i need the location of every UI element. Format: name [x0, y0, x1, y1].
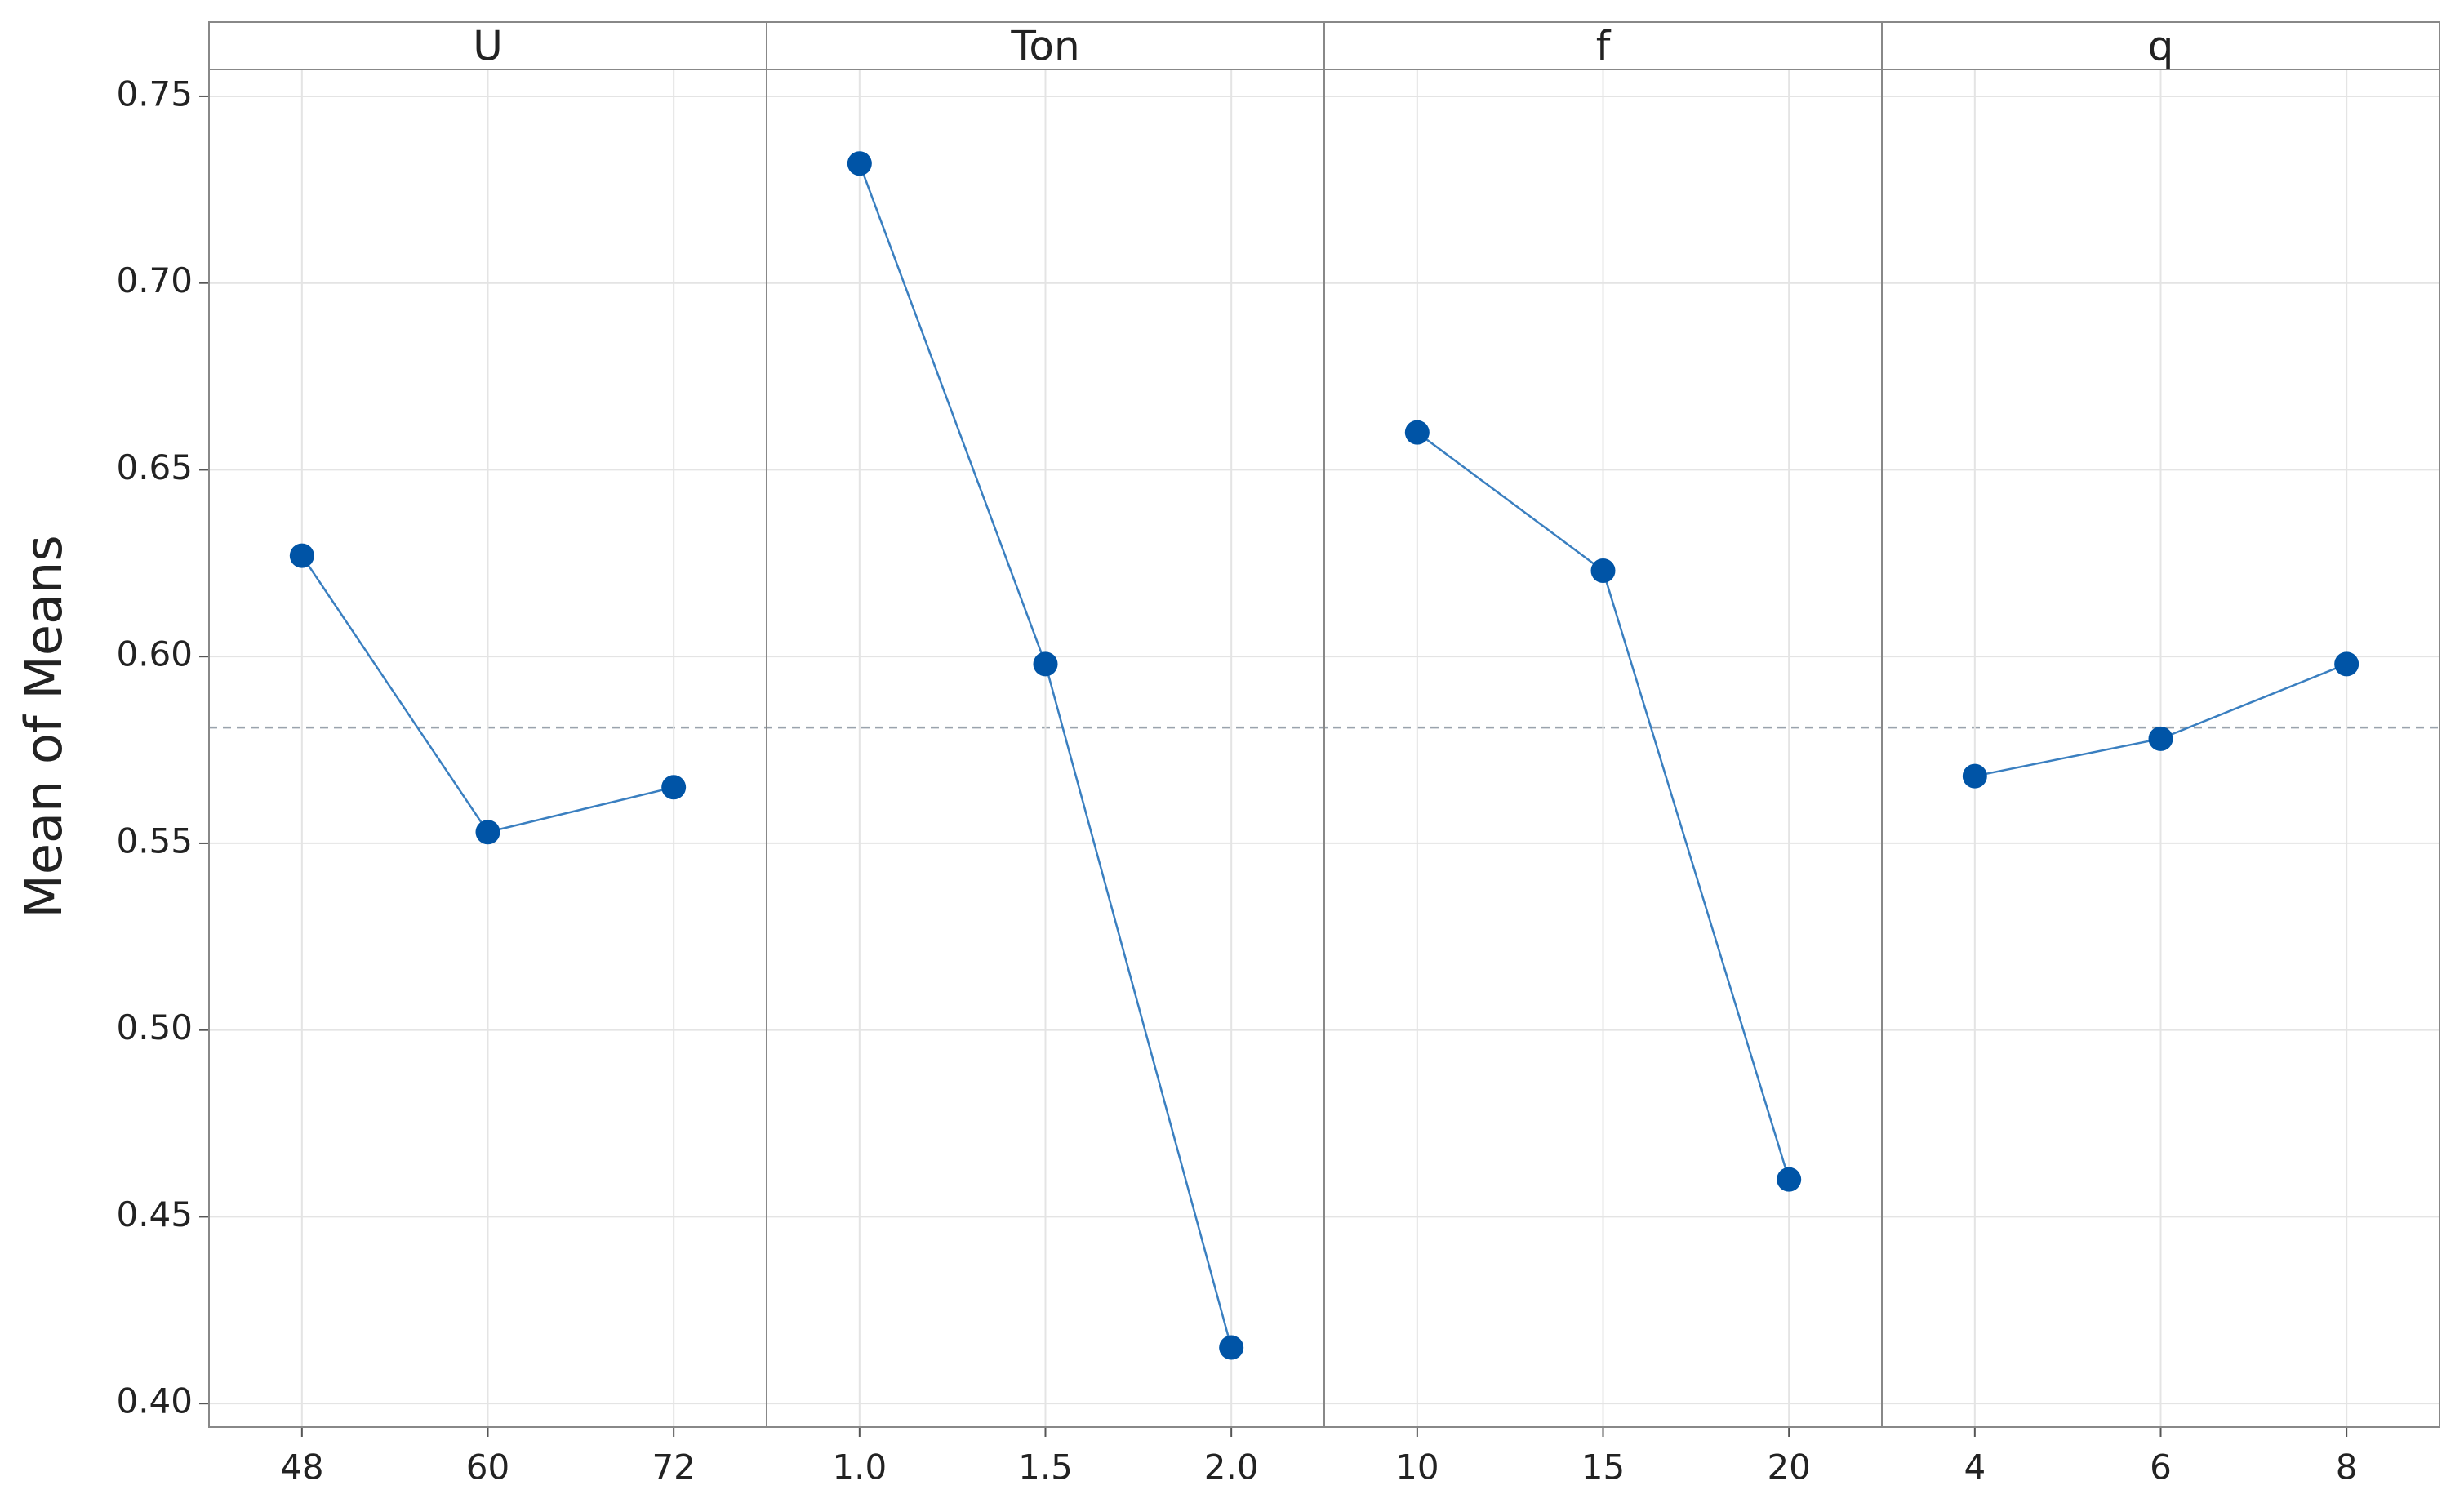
point	[2334, 651, 2359, 677]
y-tick-label: 0.75	[116, 73, 193, 113]
point	[2148, 726, 2173, 751]
x-tick-label: 8	[2336, 1448, 2358, 1488]
x-tick-label: 1.0	[832, 1448, 887, 1488]
x-tick-label: 48	[280, 1448, 323, 1488]
y-tick-label: 0.70	[116, 260, 193, 300]
point	[1590, 558, 1616, 583]
x-tick-label: 10	[1395, 1448, 1439, 1488]
x-tick-label: 6	[2150, 1448, 2172, 1488]
y-tick-label: 0.50	[116, 1007, 193, 1047]
x-tick-label: 4	[1964, 1448, 1986, 1488]
x-tick-label: 20	[1767, 1448, 1810, 1488]
panel-border	[1881, 69, 2440, 1428]
x-tick-label: 72	[652, 1448, 695, 1488]
x-tick-label: 15	[1581, 1448, 1625, 1488]
point	[847, 151, 872, 176]
y-tick-label: 0.45	[116, 1194, 193, 1234]
point	[475, 820, 500, 845]
panel-title: f	[1596, 23, 1612, 70]
point	[1404, 420, 1430, 445]
y-tick-label: 0.40	[116, 1381, 193, 1421]
strip	[208, 21, 767, 70]
point	[1962, 763, 1987, 789]
x-tick-label: 60	[466, 1448, 509, 1488]
strip	[1881, 21, 2440, 70]
y-tick-label: 0.55	[116, 820, 193, 861]
point	[289, 543, 314, 568]
y-tick-label: 0.65	[116, 447, 193, 487]
y-axis-title: Mean of Means	[14, 535, 73, 918]
panel-title: q	[2148, 23, 2174, 70]
panel-title: U	[473, 23, 503, 70]
x-tick-label: 1.5	[1018, 1448, 1073, 1488]
panel-title: Ton	[1010, 23, 1079, 70]
point	[1033, 651, 1058, 677]
point	[661, 775, 687, 800]
point	[1777, 1167, 1802, 1192]
y-tick-label: 0.60	[116, 634, 193, 674]
point	[1219, 1335, 1244, 1360]
x-tick-label: 2.0	[1204, 1448, 1259, 1488]
